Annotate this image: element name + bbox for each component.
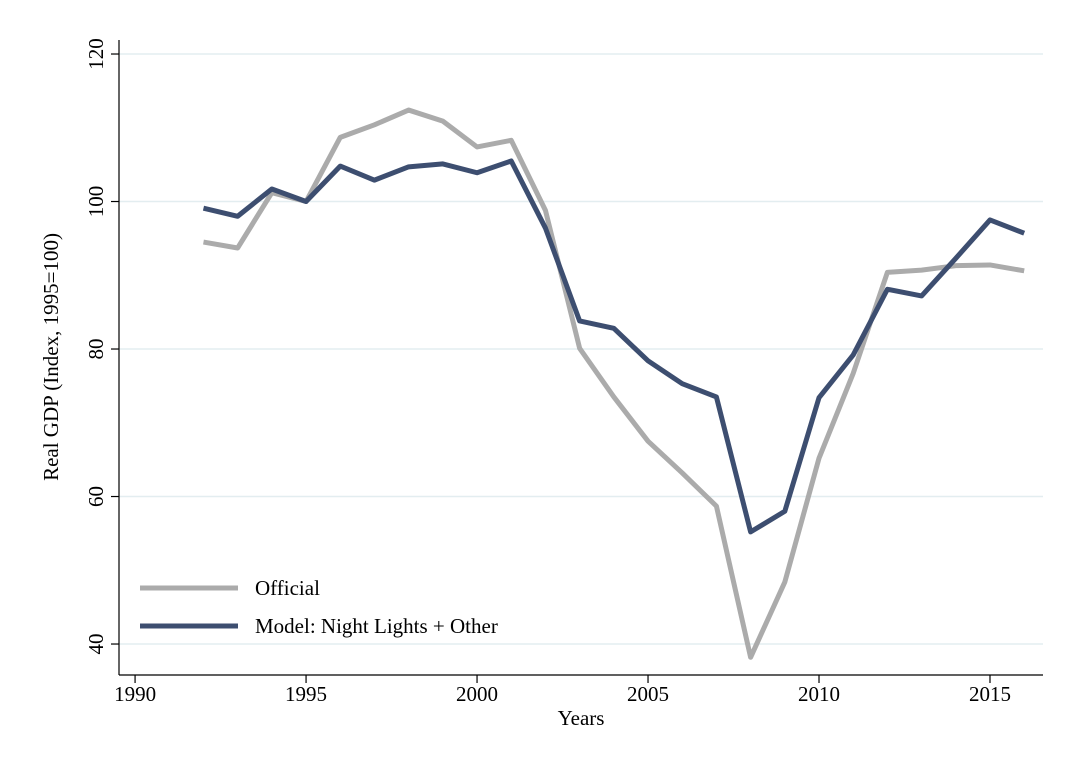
y-axis-label: Real GDP (Index, 1995=100)	[39, 233, 63, 481]
series-line	[202, 158, 1026, 535]
series-line	[203, 107, 1025, 660]
legend-label: Official	[255, 576, 320, 600]
y-tick-label: 80	[84, 339, 108, 360]
x-tick-label: 2010	[798, 682, 840, 706]
y-tick-label: 60	[84, 486, 108, 507]
y-tick-label: 120	[84, 38, 108, 69]
x-tick-label: 2005	[627, 682, 669, 706]
x-tick-label: 1990	[114, 682, 156, 706]
x-tick-label: 1995	[285, 682, 327, 706]
x-axis-label: Years	[558, 706, 605, 730]
x-tick-label: 2000	[456, 682, 498, 706]
legend-label: Model: Night Lights + Other	[255, 614, 498, 638]
y-tick-label: 40	[84, 634, 108, 655]
y-tick-label: 100	[84, 186, 108, 218]
x-tick-label: 2015	[969, 682, 1011, 706]
